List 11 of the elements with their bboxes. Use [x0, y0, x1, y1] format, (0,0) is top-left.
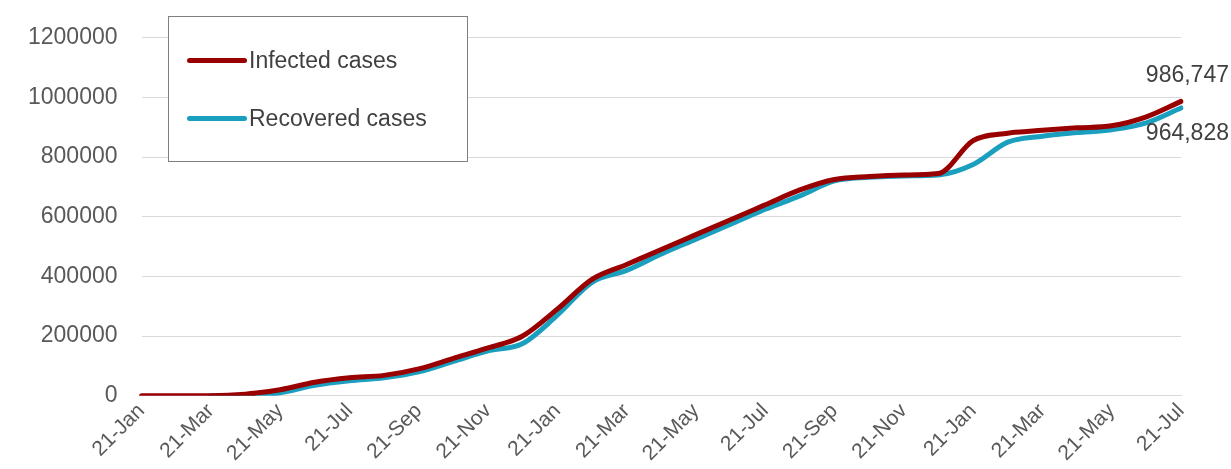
y-tick-label: 0	[104, 381, 118, 408]
data-label: 964,828	[1145, 118, 1229, 145]
legend-label: Infected cases	[249, 46, 398, 74]
y-tick-label: 400000	[40, 261, 118, 288]
y-tick-label: 800000	[40, 142, 118, 169]
data-label: 986,747	[1145, 61, 1229, 88]
y-tick-label: 1200000	[27, 23, 118, 50]
y-tick-label: 200000	[40, 321, 118, 348]
legend-label: Recovered cases	[249, 104, 427, 132]
y-tick-label: 1000000	[27, 82, 118, 109]
y-tick-label: 600000	[40, 202, 118, 229]
